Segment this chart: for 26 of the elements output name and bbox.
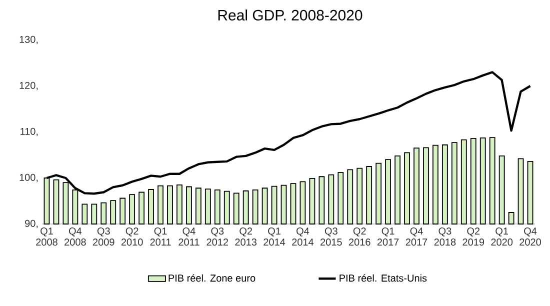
x-tick-label: Q1 2014 [264,228,286,246]
x-tick-label: Q1 2020 [491,228,513,246]
y-tick-label: 100, [20,174,38,182]
x-tick-label: Q2 2019 [462,228,484,246]
x-tick-label: Q3 2009 [93,228,114,246]
chart-title: Real GDP. 2008-2020 [218,9,362,20]
legend-label: PIB réel. Etats-Unis [340,274,427,282]
x-tick-label: Q3 2012 [206,228,228,246]
x-tick-label: Q1 2011 [150,228,171,246]
y-tick-label: 90, [25,220,38,228]
x-tick-label: Q2 2016 [348,228,370,246]
x-tick-label: Q4 2020 [520,228,541,246]
x-tick-label: Q2 2010 [121,228,143,246]
legend-label: PIB réel. Zone euro [168,274,256,282]
x-tick-label: Q4 2014 [292,228,314,246]
y-tick-label: 130, [20,36,38,44]
y-tick-label: 120, [20,82,38,90]
x-tick-label: Q1 2008 [36,228,58,246]
y-tick-label: 110, [20,128,38,136]
x-tick-label: Q4 2011 [178,228,200,246]
x-tick-label: Q3 2018 [434,228,456,246]
x-tick-label: Q3 2015 [320,228,342,246]
x-tick-label: Q4 2017 [406,228,428,246]
x-tick-label: Q4 2008 [64,228,86,246]
x-tick-label: Q2 2013 [235,228,257,246]
x-tick-label: Q1 2017 [377,228,399,246]
